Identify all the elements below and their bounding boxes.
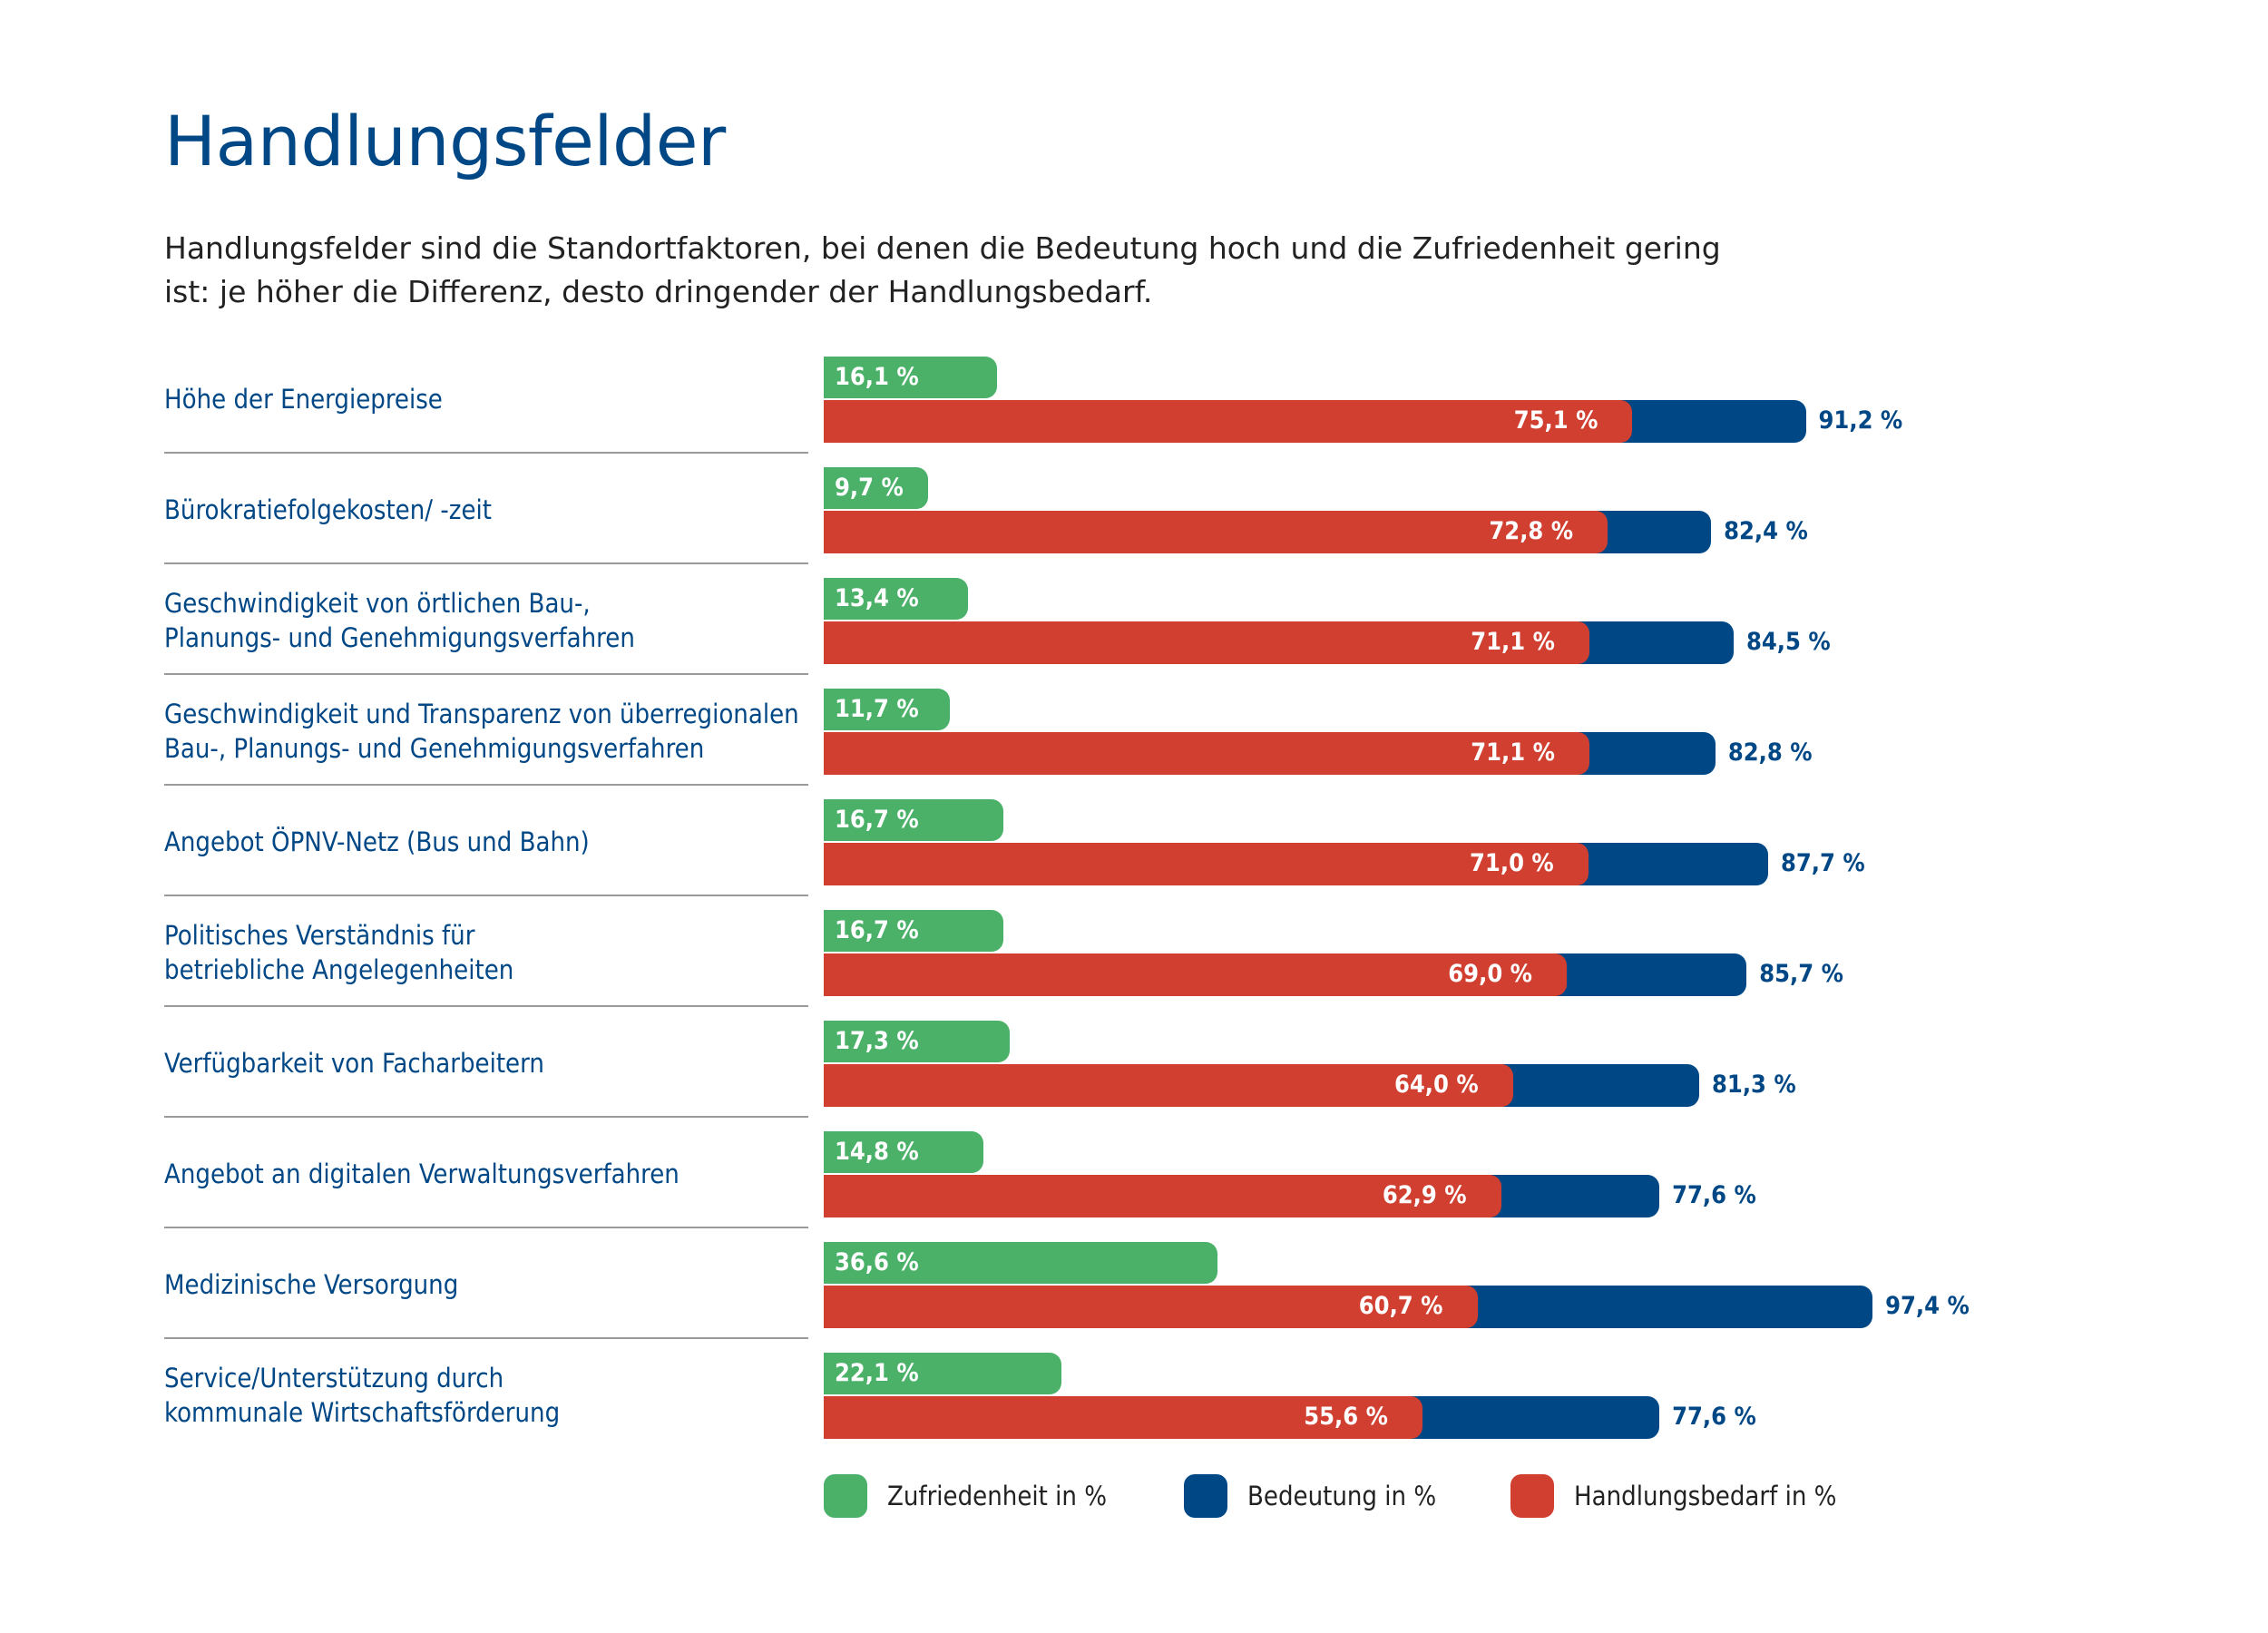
bar-zufriedenheit xyxy=(824,467,929,509)
bar-handlungsbedarf xyxy=(824,621,1589,664)
value-label-bedeutung: 84,5 % xyxy=(1746,628,1831,656)
value-label-handlungsbedarf: 69,0 % xyxy=(1448,960,1533,988)
row-label: Geschwindigkeit von örtlichen Bau-, xyxy=(164,588,591,619)
value-label-handlungsbedarf: 71,1 % xyxy=(1471,628,1555,656)
row-label: Verfügbarkeit von Facharbeitern xyxy=(164,1048,544,1079)
row-separator xyxy=(164,895,808,896)
value-label-handlungsbedarf: 64,0 % xyxy=(1393,1071,1479,1099)
row-separator xyxy=(164,562,808,564)
value-label-bedeutung: 81,3 % xyxy=(1712,1071,1796,1099)
value-label-zufriedenheit: 16,1 % xyxy=(835,363,919,391)
bar-zufriedenheit xyxy=(824,578,969,620)
value-label-handlungsbedarf: 75,1 % xyxy=(1513,406,1598,435)
bar-zufriedenheit xyxy=(824,689,950,730)
row-label: betriebliche Angelegenheiten xyxy=(164,954,514,985)
legend-swatch-handlungsbedarf xyxy=(1510,1474,1554,1518)
row-label: Planungs- und Genehmigungsverfahren xyxy=(164,622,635,653)
value-label-zufriedenheit: 17,3 % xyxy=(835,1027,919,1055)
bar-handlungsbedarf xyxy=(824,732,1589,775)
row-label: Höhe der Energiepreise xyxy=(164,384,443,415)
bar-handlungsbedarf xyxy=(824,511,1608,553)
value-label-zufriedenheit: 16,7 % xyxy=(835,916,919,944)
bar-handlungsbedarf xyxy=(824,1396,1422,1439)
value-label-bedeutung: 91,2 % xyxy=(1818,406,1903,435)
row-separator xyxy=(164,673,808,675)
bar-zufriedenheit xyxy=(824,1353,1062,1394)
value-label-zufriedenheit: 22,1 % xyxy=(835,1359,919,1387)
row-label: Angebot ÖPNV-Netz (Bus und Bahn) xyxy=(164,826,590,857)
bar-handlungsbedarf xyxy=(824,1286,1478,1328)
row-label: Bürokratiefolgekosten/ -zeit xyxy=(164,494,492,525)
value-label-zufriedenheit: 36,6 % xyxy=(835,1248,919,1276)
value-label-bedeutung: 82,8 % xyxy=(1727,738,1813,767)
value-label-zufriedenheit: 13,4 % xyxy=(835,584,919,612)
row-label: Geschwindigkeit und Transparenz von über… xyxy=(164,699,799,729)
value-label-handlungsbedarf: 71,1 % xyxy=(1471,738,1555,767)
page-subtitle: Handlungsfelder sind die Standortfaktore… xyxy=(164,230,1721,309)
value-label-zufriedenheit: 9,7 % xyxy=(835,474,904,502)
value-label-zufriedenheit: 11,7 % xyxy=(835,695,919,723)
value-label-bedeutung: 97,4 % xyxy=(1885,1292,1970,1320)
row-separator xyxy=(164,1227,808,1228)
row-label: Politisches Verständnis für xyxy=(164,920,475,951)
page-title: Handlungsfelder xyxy=(164,101,726,181)
legend-label-handlungsbedarf: Handlungsbedarf in % xyxy=(1574,1481,1837,1511)
value-label-handlungsbedarf: 62,9 % xyxy=(1382,1181,1467,1209)
row-separator xyxy=(164,452,808,454)
row-separator xyxy=(164,784,808,786)
value-label-handlungsbedarf: 55,6 % xyxy=(1304,1403,1388,1431)
row-separator xyxy=(164,1337,808,1339)
bar-handlungsbedarf xyxy=(824,1064,1513,1107)
bar-zufriedenheit xyxy=(824,799,1004,841)
value-label-bedeutung: 77,6 % xyxy=(1672,1181,1756,1209)
row-label: kommunale Wirtschaftsförderung xyxy=(164,1397,561,1428)
row-label: Angebot an digitalen Verwaltungsverfahre… xyxy=(164,1159,679,1189)
value-label-bedeutung: 87,7 % xyxy=(1780,849,1865,877)
row-label: Service/Unterstützung durch xyxy=(164,1363,504,1393)
bar-zufriedenheit xyxy=(824,910,1004,952)
row-label: Medizinische Versorgung xyxy=(164,1269,459,1300)
row-label: Bau-, Planungs- und Genehmigungsverfahre… xyxy=(164,733,705,764)
bar-handlungsbedarf xyxy=(824,953,1568,996)
value-label-handlungsbedarf: 60,7 % xyxy=(1358,1292,1443,1320)
value-label-handlungsbedarf: 71,0 % xyxy=(1470,849,1554,877)
bar-handlungsbedarf xyxy=(824,400,1633,443)
legend-label-zufriedenheit: Zufriedenheit in % xyxy=(887,1481,1107,1511)
legend-swatch-bedeutung xyxy=(1184,1474,1227,1518)
legend-swatch-zufriedenheit xyxy=(824,1474,867,1518)
value-label-handlungsbedarf: 72,8 % xyxy=(1489,517,1574,545)
row-separator xyxy=(164,1116,808,1118)
value-label-bedeutung: 85,7 % xyxy=(1759,960,1843,988)
value-label-zufriedenheit: 14,8 % xyxy=(835,1138,919,1166)
bar-zufriedenheit xyxy=(824,1242,1218,1284)
bar-handlungsbedarf xyxy=(824,1175,1501,1217)
bar-zufriedenheit xyxy=(824,357,998,398)
bar-zufriedenheit xyxy=(824,1131,983,1173)
value-label-bedeutung: 82,4 % xyxy=(1724,517,1808,545)
bar-zufriedenheit xyxy=(824,1021,1011,1062)
row-separator xyxy=(164,1005,808,1007)
value-label-bedeutung: 77,6 % xyxy=(1672,1403,1756,1431)
legend-label-bedeutung: Bedeutung in % xyxy=(1247,1481,1437,1511)
value-label-zufriedenheit: 16,7 % xyxy=(835,806,919,834)
bar-handlungsbedarf xyxy=(824,843,1589,885)
